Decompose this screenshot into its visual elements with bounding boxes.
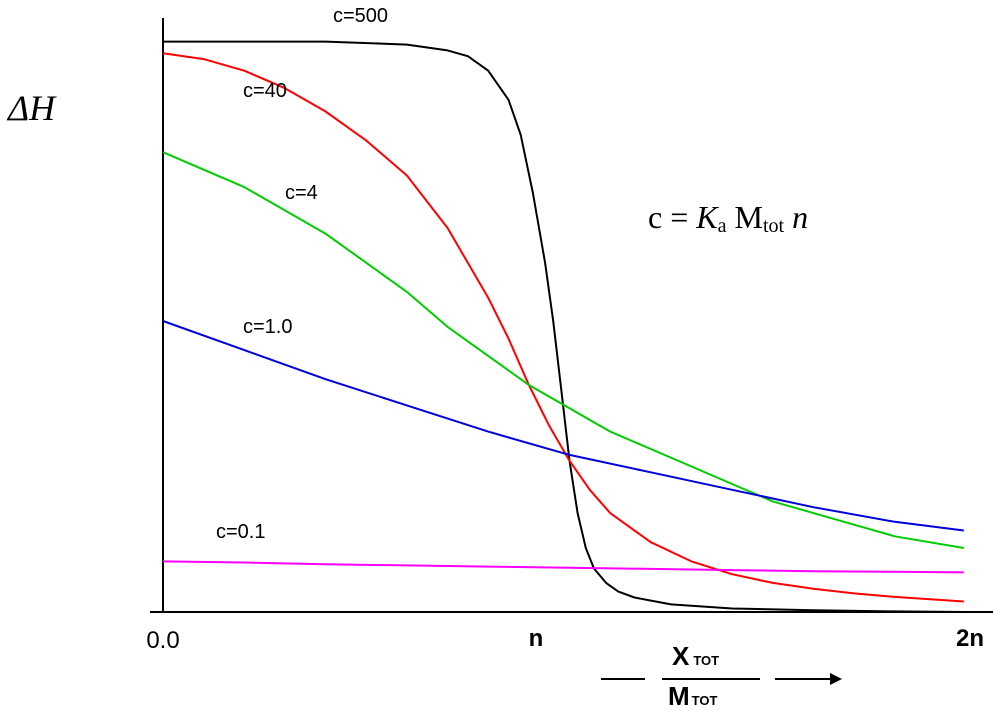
series-line-c-40: [162, 52, 964, 603]
series-label-c1: c=1.0: [243, 316, 292, 338]
x-label-denominator: M TOT: [668, 681, 717, 711]
series-label-c40: c=40: [243, 80, 287, 102]
series-label-c4: c=4: [285, 182, 318, 204]
x-tick-label: n: [529, 625, 544, 652]
c-definition-annotation: c = Ka Mtot n: [648, 199, 808, 237]
series-line-c-1-0: [162, 320, 964, 532]
series-label-c500: c=500: [333, 5, 388, 27]
x-tick-label: 0.0: [146, 627, 179, 654]
series-group: [162, 40, 964, 613]
series-label-c01: c=0.1: [216, 521, 265, 543]
x-tick-label: 2n: [956, 625, 984, 652]
x-label-arrow-head: [830, 673, 842, 685]
x-axis-label: X TOT M TOT: [601, 641, 842, 711]
series-line-c-500: [163, 40, 964, 613]
y-axis-label: ΔH: [6, 88, 57, 128]
x-label-numerator: X TOT: [672, 641, 719, 671]
series-line-c-0-1: [162, 560, 964, 574]
series-line-c-4: [162, 151, 964, 549]
